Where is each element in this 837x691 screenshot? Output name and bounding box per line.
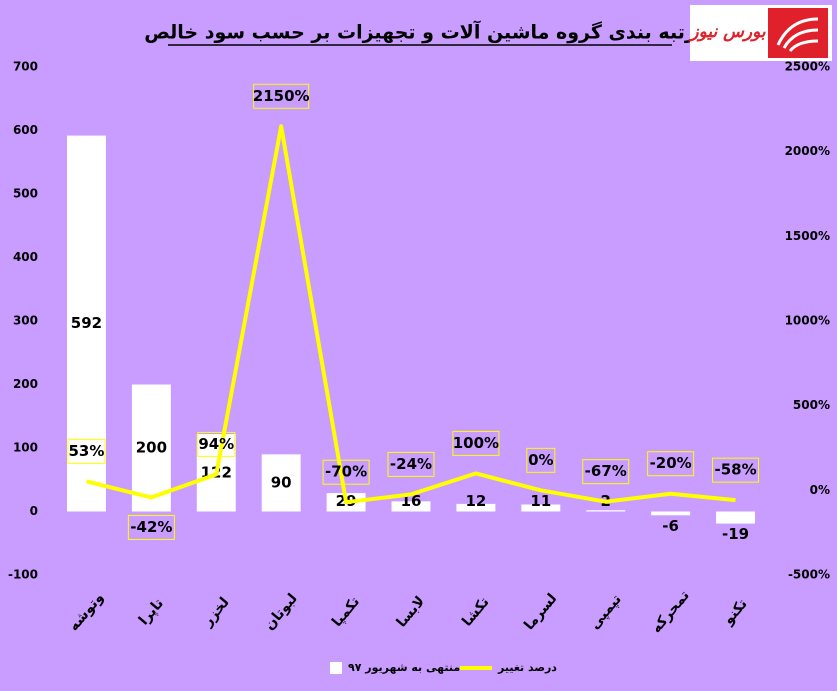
bar-label: -6 xyxy=(662,517,679,535)
bar xyxy=(651,511,691,516)
bar xyxy=(586,510,626,512)
y2-tick-label: 1000% xyxy=(785,314,830,328)
value-label-box xyxy=(647,451,695,477)
line-label: -70% xyxy=(325,463,367,481)
y2-tick-label: 0% xyxy=(810,483,830,497)
value-label-box xyxy=(582,459,630,485)
y2-tick-label: 1500% xyxy=(785,229,830,243)
bar xyxy=(131,384,171,512)
value-label-box xyxy=(387,451,435,477)
value-label-box xyxy=(197,431,236,457)
value-label-box xyxy=(452,430,500,456)
line-label: 2150% xyxy=(253,87,310,105)
bar xyxy=(391,501,431,512)
bar xyxy=(456,503,496,512)
bar-label: 90 xyxy=(271,473,292,491)
bar xyxy=(521,504,561,512)
y2-tick-label: -500% xyxy=(788,568,830,582)
line xyxy=(85,124,736,505)
y-tick-label: 200 xyxy=(13,377,38,391)
y-tick-label: 500 xyxy=(13,187,38,201)
line-label: -24% xyxy=(390,455,432,473)
y-tick-label: 0 xyxy=(30,504,38,518)
value-label-box xyxy=(253,83,310,109)
bar xyxy=(716,511,756,524)
y2-tick-label: 2500% xyxy=(785,60,830,74)
value-label-box xyxy=(712,457,760,483)
bar-label: -19 xyxy=(722,525,749,543)
value-label-box xyxy=(67,438,106,464)
legend-label: منتهی به شهریور ۹۷ xyxy=(348,661,460,674)
bar-label: 592 xyxy=(71,314,102,332)
line-label: 53% xyxy=(69,442,105,460)
value-label-box xyxy=(322,459,370,485)
line-label: 0% xyxy=(528,451,553,469)
logo-text: بورس نیوز xyxy=(687,22,766,42)
y-tick-label: 400 xyxy=(13,250,38,264)
line-label: -42% xyxy=(130,518,172,536)
logo-swoosh xyxy=(776,17,819,53)
bar xyxy=(261,454,301,512)
chart-title: رتبه بندی گروه ماشین آلات و تجهیزات بر ح… xyxy=(144,20,696,44)
y2-tick-label: 500% xyxy=(793,398,830,412)
y-tick-label: 100 xyxy=(13,441,38,455)
value-label-box xyxy=(127,514,175,540)
bar-label: 12 xyxy=(465,492,486,510)
legend-label: درصد تغییر xyxy=(497,661,557,674)
y-tick-label: 700 xyxy=(13,60,38,74)
value-label-box xyxy=(526,447,556,473)
y-tick-label: 300 xyxy=(13,314,38,328)
y2-tick-label: 2000% xyxy=(785,144,830,158)
line-label: 94% xyxy=(198,435,234,453)
line-label: -67% xyxy=(585,462,627,480)
bar-label: 200 xyxy=(136,439,167,457)
bar xyxy=(66,135,106,512)
line-label: -58% xyxy=(714,461,756,479)
y-tick-label: 600 xyxy=(13,123,38,137)
line-label: 100% xyxy=(453,434,499,452)
bar-label: 11 xyxy=(530,492,551,510)
line-label: -20% xyxy=(650,454,692,472)
y-tick-label: -100 xyxy=(8,568,38,582)
legend-swatch xyxy=(330,662,342,674)
